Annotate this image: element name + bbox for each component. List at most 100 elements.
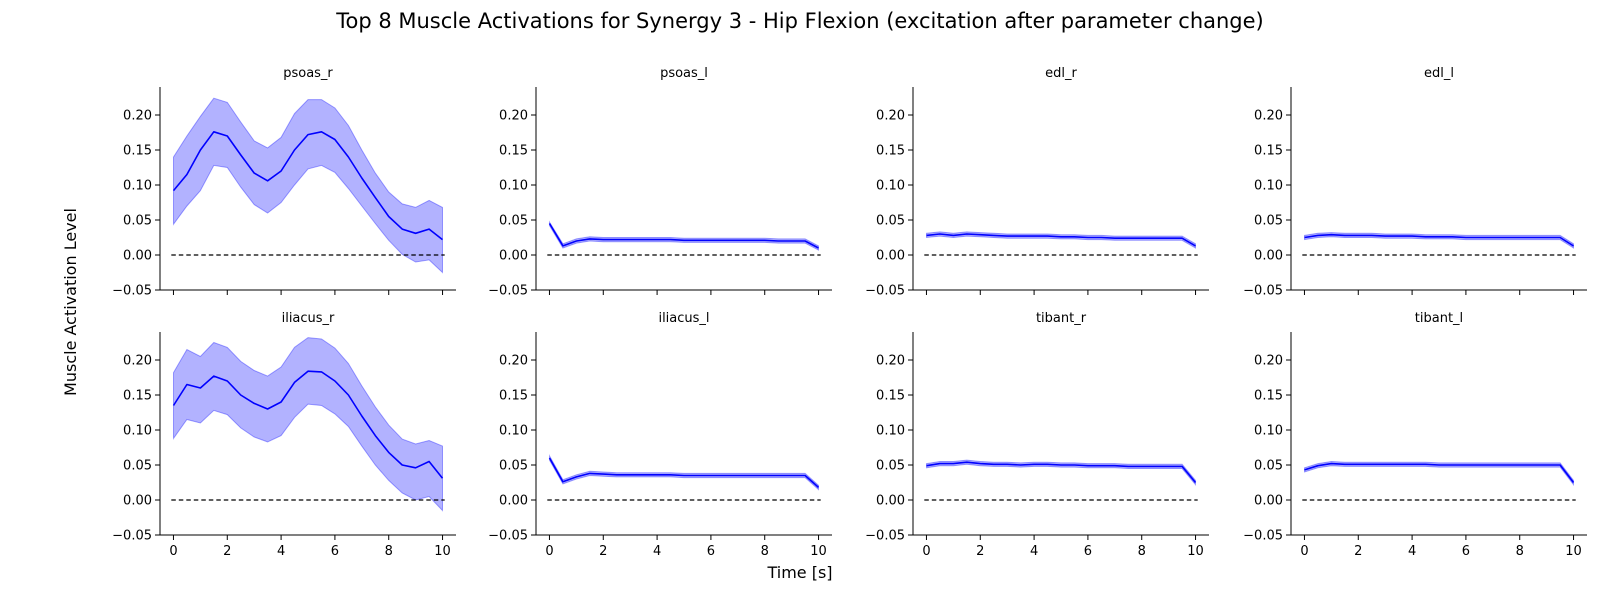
ytick-label: −0.05 [1243,529,1283,544]
subplot-title: iliacus_r [282,311,335,326]
subplot-title: psoas_l [660,66,708,81]
subplot-title: iliacus_l [658,311,709,326]
band-iliacus_r [173,337,443,512]
ytick-label: 0.15 [499,144,528,159]
ytick-label: 0.05 [123,214,152,229]
ytick-label: 0.05 [123,459,152,474]
band-tibant_r [926,459,1196,486]
xtick-label: 10 [810,544,827,559]
ytick-label: 0.15 [1254,389,1283,404]
ytick-label: 0.10 [876,424,905,439]
mean-line-psoas_r [172,131,443,241]
subplot-edl_l: −0.05 0.00 0.05 0.10 0.15 0.20 edl_l [1243,66,1587,299]
ytick-label: 0.10 [1254,179,1283,194]
subplot-psoas_r: −0.05 0.00 0.05 0.10 0.15 0.20 psoas_r [112,66,456,299]
y-axis-label: Muscle Activation Level [61,208,80,396]
mean-line-iliacus_l [548,457,820,488]
mean-line-edl_l [1304,233,1574,247]
xtick-label: 2 [1354,544,1362,559]
xtick-label: 8 [761,544,769,559]
ytick-label: −0.05 [1243,284,1283,299]
ytick-label: 0.00 [876,249,905,264]
ytick-label: −0.05 [865,529,905,544]
ytick-label: 0.20 [499,109,528,124]
ytick-label: 0.10 [499,424,528,439]
xtick-label: 4 [1030,544,1038,559]
band-psoas_r [173,97,443,274]
xtick-label: 8 [385,544,393,559]
subplot-title: edl_l [1424,66,1454,81]
ytick-label: 0.00 [499,249,528,264]
xtick-label: 6 [1084,544,1092,559]
subplot-tibant_l: −0.05 0.00 0.05 0.10 0.15 0.20 0 2 4 6 8 10 tibant_l [1243,311,1587,559]
ytick-label: −0.05 [488,529,528,544]
band-iliacus_l [549,453,819,491]
ytick-label: 0.05 [499,459,528,474]
subplot-iliacus_l: −0.05 0.00 0.05 0.10 0.15 0.20 0 2 4 6 8 10 iliacus_… [488,311,832,559]
xtick-label: 4 [653,544,661,559]
ytick-label: 0.20 [876,354,905,369]
subplot-title: psoas_r [283,66,333,81]
xtick-label: 0 [169,544,177,559]
ytick-label: 0.10 [876,179,905,194]
ytick-label: 0.20 [1254,109,1283,124]
ytick-label: 0.20 [123,354,152,369]
ytick-label: 0.20 [1254,354,1283,369]
subplot-title: edl_r [1045,66,1077,81]
ytick-label: 0.05 [499,214,528,229]
xtick-label: 8 [1516,544,1524,559]
ytick-label: 0.15 [499,389,528,404]
xtick-label: 4 [277,544,285,559]
mean-line-iliacus_r [172,370,444,479]
subplot-psoas_l: −0.05 0.00 0.05 0.10 0.15 0.20 psoas_l [488,66,832,299]
mean-line-psoas_l [548,223,819,249]
ytick-label: 0.00 [123,494,152,509]
xtick-label: 2 [976,544,984,559]
subplot-edl_r: −0.05 0.00 0.05 0.10 0.15 0.20 edl_r [865,66,1209,299]
xtick-label: 0 [1300,544,1308,559]
xtick-label: 10 [434,544,451,559]
xtick-label: 0 [545,544,553,559]
subplot-title: tibant_l [1415,311,1463,326]
ytick-label: 0.15 [876,389,905,404]
ytick-label: 0.05 [876,459,905,474]
ytick-label: 0.10 [123,424,152,439]
xtick-label: 6 [707,544,715,559]
subplot-grid: −0.05 0.00 0.05 0.10 0.15 0.20 psoas_r −0.05 0.0… [112,66,1587,559]
xtick-label: 8 [1138,544,1146,559]
ytick-label: 0.00 [123,249,152,264]
mean-line-tibant_r [926,461,1197,484]
ytick-label: 0.10 [1254,424,1283,439]
ytick-label: 0.00 [1254,249,1283,264]
ytick-label: 0.00 [499,494,528,509]
ytick-label: 0.15 [876,144,905,159]
ytick-label: 0.20 [499,354,528,369]
ytick-label: −0.05 [112,529,152,544]
xtick-label: 4 [1408,544,1416,559]
ytick-label: 0.05 [1254,214,1283,229]
xtick-label: 10 [1187,544,1204,559]
xtick-label: 0 [922,544,930,559]
ytick-label: 0.05 [1254,459,1283,474]
ytick-label: 0.15 [123,144,152,159]
subplot-iliacus_r: −0.05 0.00 0.05 0.10 0.15 0.20 0 2 4 6 8 10 iliacus_… [112,311,456,559]
mean-line-tibant_l [1304,462,1575,483]
subplot-tibant_r: −0.05 0.00 0.05 0.10 0.15 0.20 0 2 4 6 8 10 tibant_r [865,311,1209,559]
ytick-label: 0.15 [1254,144,1283,159]
ytick-label: 0.00 [876,494,905,509]
band-edl_l [1304,232,1574,249]
xtick-label: 2 [223,544,231,559]
ytick-label: 0.10 [123,179,152,194]
figure-title: Top 8 Muscle Activations for Synergy 3 -… [335,9,1264,33]
ytick-label: 0.20 [123,109,152,124]
subplot-title: tibant_r [1036,311,1087,326]
xtick-label: 10 [1565,544,1582,559]
ytick-label: 0.00 [1254,494,1283,509]
xtick-label: 6 [1462,544,1470,559]
ytick-label: 0.10 [499,179,528,194]
xtick-label: 2 [599,544,607,559]
mean-line-edl_r [926,233,1196,247]
ytick-label: −0.05 [112,284,152,299]
band-psoas_l [549,220,819,251]
